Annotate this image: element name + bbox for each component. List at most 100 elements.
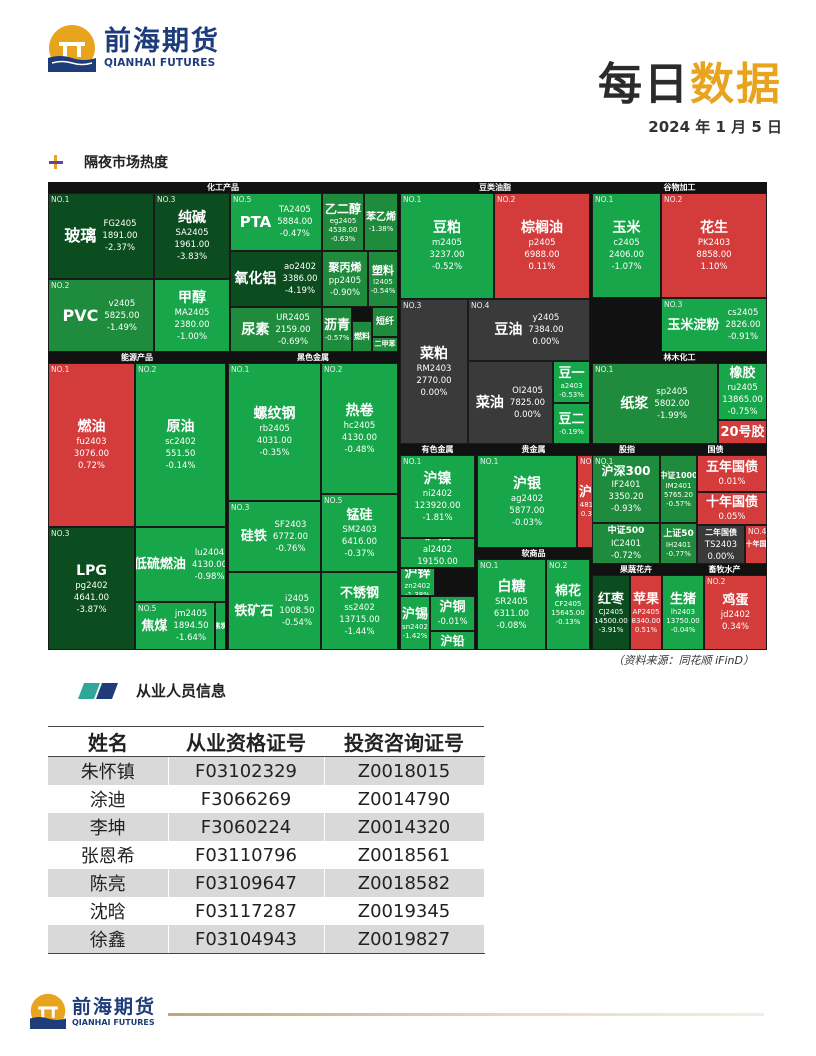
tile-info-line: 13750.00 bbox=[666, 616, 700, 625]
treemap-group-label: 化工产品 bbox=[48, 182, 398, 193]
treemap-tile: NO.1 玻璃 FG2405 1891.00 -2.37% bbox=[48, 193, 154, 279]
treemap-tile: 氧化铝 ao2402 3386.00 -4.19% bbox=[230, 251, 322, 307]
staff-table: 姓名 从业资格证号 投资咨询证号 朱怀镇 F03102329 Z0018015 涂迪 F… bbox=[48, 726, 485, 954]
treemap-tile: NO.1 沪银 ag2402 5877.00 -0.03% bbox=[477, 455, 577, 548]
tile-name: 棕榈油 bbox=[521, 220, 563, 236]
tile-info-line: 2380.00 bbox=[174, 319, 210, 330]
tile-info-line: 3237.00 bbox=[429, 250, 465, 260]
tile-name: 焦煤 bbox=[141, 618, 168, 634]
tile-rank: NO.3 bbox=[403, 301, 422, 310]
tile-name: 红枣 bbox=[597, 591, 624, 607]
tile-name: 燃料 bbox=[354, 331, 370, 341]
tile-info-line: 5884.00 bbox=[277, 217, 313, 227]
staff-table-row: 沈晗 F03117287 Z0019345 bbox=[48, 897, 485, 925]
section-market-heat-header: 隔夜市场热度 bbox=[48, 152, 168, 172]
tile-info-line: 2406.00 bbox=[608, 249, 645, 260]
tile-name: 中证500 bbox=[607, 526, 645, 536]
treemap-tile: 苯乙烯 -1.38% bbox=[364, 193, 398, 251]
section-staff-title: 从业人员信息 bbox=[136, 682, 227, 700]
staff-name: 徐鑫 bbox=[48, 925, 169, 954]
tile-info-line: a2403 bbox=[560, 381, 583, 390]
tile-name: 二年国债 bbox=[705, 527, 737, 537]
tile-info-line: 5825.00 bbox=[104, 310, 140, 321]
tile-name: 硅铁 bbox=[240, 529, 267, 544]
tile-info-line: 0.00% bbox=[420, 387, 448, 398]
treemap-tile: NO.2 热卷 hc2405 4130.00 -0.48% bbox=[321, 363, 398, 494]
tile-info-line: 7825.00 bbox=[509, 397, 546, 408]
tile-info-line: SF2403 bbox=[274, 519, 307, 530]
tile-info-line: -1.99% bbox=[656, 410, 688, 421]
tile-name: 玉米淀粉 bbox=[667, 317, 720, 333]
staff-qualification-no: F03117287 bbox=[168, 897, 325, 925]
tile-name: 20号胶 bbox=[720, 424, 765, 440]
tile-info-line: rb2405 bbox=[259, 424, 290, 434]
tile-info-line: 7384.00 bbox=[528, 325, 564, 335]
tile-name: 燃油 bbox=[77, 419, 106, 435]
staff-consulting-no: Z0019827 bbox=[324, 925, 485, 954]
treemap-tile: 五年国债 0.01% bbox=[697, 455, 767, 492]
tile-info-line: -1.49% bbox=[106, 322, 137, 333]
page-title: 每日数据 bbox=[598, 48, 782, 112]
tile-info-line: -0.03% bbox=[511, 517, 543, 528]
tile-info-line: 3350.20 bbox=[608, 492, 644, 502]
tile-info-line: ss2402 bbox=[344, 602, 375, 613]
tile-name: 沪锌 bbox=[404, 568, 431, 581]
tile-info-line: 5877.00 bbox=[509, 505, 545, 516]
tile-name: 沪铝 bbox=[424, 539, 450, 544]
tile-name: 豆油 bbox=[494, 322, 523, 338]
treemap-tile: NO.5 PTA TA2405 5884.00 -0.47% bbox=[230, 193, 322, 251]
tile-info-line: UR2405 bbox=[276, 312, 310, 323]
treemap-tile: 聚丙烯 pp2405 -0.90% bbox=[322, 251, 368, 307]
treemap-tile: 沪铜 -0.01% bbox=[430, 596, 475, 631]
tile-rank: NO.1 bbox=[595, 365, 614, 374]
treemap-tile: 沪锡 sn2402 -1.42% bbox=[400, 596, 430, 650]
tile-info-line: -1.42% bbox=[402, 631, 428, 640]
treemap-tile: NO.3 硅铁 SF2403 6772.00 -0.76% bbox=[228, 501, 321, 572]
tile-info-line: 4130.00 bbox=[341, 432, 378, 443]
tile-info-line: 13715.00 bbox=[339, 614, 380, 625]
tile-info-line: -0.19% bbox=[559, 427, 584, 436]
tile-name: 不锈钢 bbox=[339, 585, 379, 601]
tile-name: 橡胶 bbox=[729, 366, 756, 381]
tile-info-line: jd2402 bbox=[720, 610, 751, 620]
tile-info-line: sn2402 bbox=[402, 622, 428, 631]
treemap-tile: 二年国债 TS2403 0.00% bbox=[697, 525, 745, 564]
tile-info-line: lh2403 bbox=[670, 607, 696, 616]
tile-info-line: 6988.00 bbox=[524, 250, 560, 260]
treemap-tile: 尿素 UR2405 2159.00 -0.69% bbox=[230, 307, 322, 352]
staff-table-row: 朱怀镇 F03102329 Z0018015 bbox=[48, 756, 485, 785]
report-date: 2024 年 1 月 5 日 bbox=[648, 118, 782, 136]
tile-info-line: AP2405 bbox=[632, 607, 660, 616]
tile-info-line: -2.37% bbox=[104, 243, 136, 253]
treemap-tile: NO.1 沪镍 ni2402 123920.00 -1.81% bbox=[400, 455, 475, 538]
footer-brand-en: QIANHAI FUTURES bbox=[72, 1017, 155, 1027]
footer-brand-cn: 前海期货 bbox=[72, 995, 157, 1018]
tile-name: 聚丙烯 bbox=[328, 260, 362, 274]
tile-name: 白糖 bbox=[497, 578, 526, 595]
tile-name: 生猪 bbox=[669, 591, 696, 607]
staff-qualification-no: F3060224 bbox=[168, 813, 325, 841]
tile-info-line: pg2402 bbox=[75, 580, 108, 591]
tile-info-line: -0.35% bbox=[259, 448, 290, 458]
tile-info-line: -0.54% bbox=[370, 286, 396, 295]
treemap-tile: 红枣 CJ2405 14500.00 -3.91% bbox=[592, 575, 630, 650]
tile-info-line: 1961.00 bbox=[174, 240, 210, 250]
tile-info-line: 0.01% bbox=[718, 477, 746, 487]
treemap-tile: 橡胶 ru2405 13865.00 -0.75% bbox=[718, 363, 767, 420]
tile-info-line: hc2405 bbox=[343, 420, 376, 431]
tile-info-line: SR2405 bbox=[495, 596, 528, 607]
treemap-tile: 塑料 l2405 -0.54% bbox=[368, 251, 398, 307]
tile-info-line: -0.04% bbox=[670, 625, 696, 634]
tile-info-line: jm2405 bbox=[174, 609, 208, 619]
tile-name: 塑料 bbox=[372, 263, 394, 277]
tile-info-line: -3.87% bbox=[76, 604, 107, 615]
tile-name: 五年国债 bbox=[705, 460, 758, 475]
tile-rank: NO.1 bbox=[480, 457, 499, 466]
tile-info-line: 1.10% bbox=[700, 261, 728, 272]
staff-table-row: 陈亮 F03109647 Z0018582 bbox=[48, 869, 485, 897]
tile-info-line: 0.51% bbox=[634, 625, 658, 634]
tile-name: 纯碱 bbox=[178, 210, 206, 226]
section-market-heat-title: 隔夜市场热度 bbox=[84, 155, 168, 171]
tile-name: 十年国 bbox=[745, 540, 767, 548]
tile-info-line: 19150.00 bbox=[417, 556, 458, 567]
